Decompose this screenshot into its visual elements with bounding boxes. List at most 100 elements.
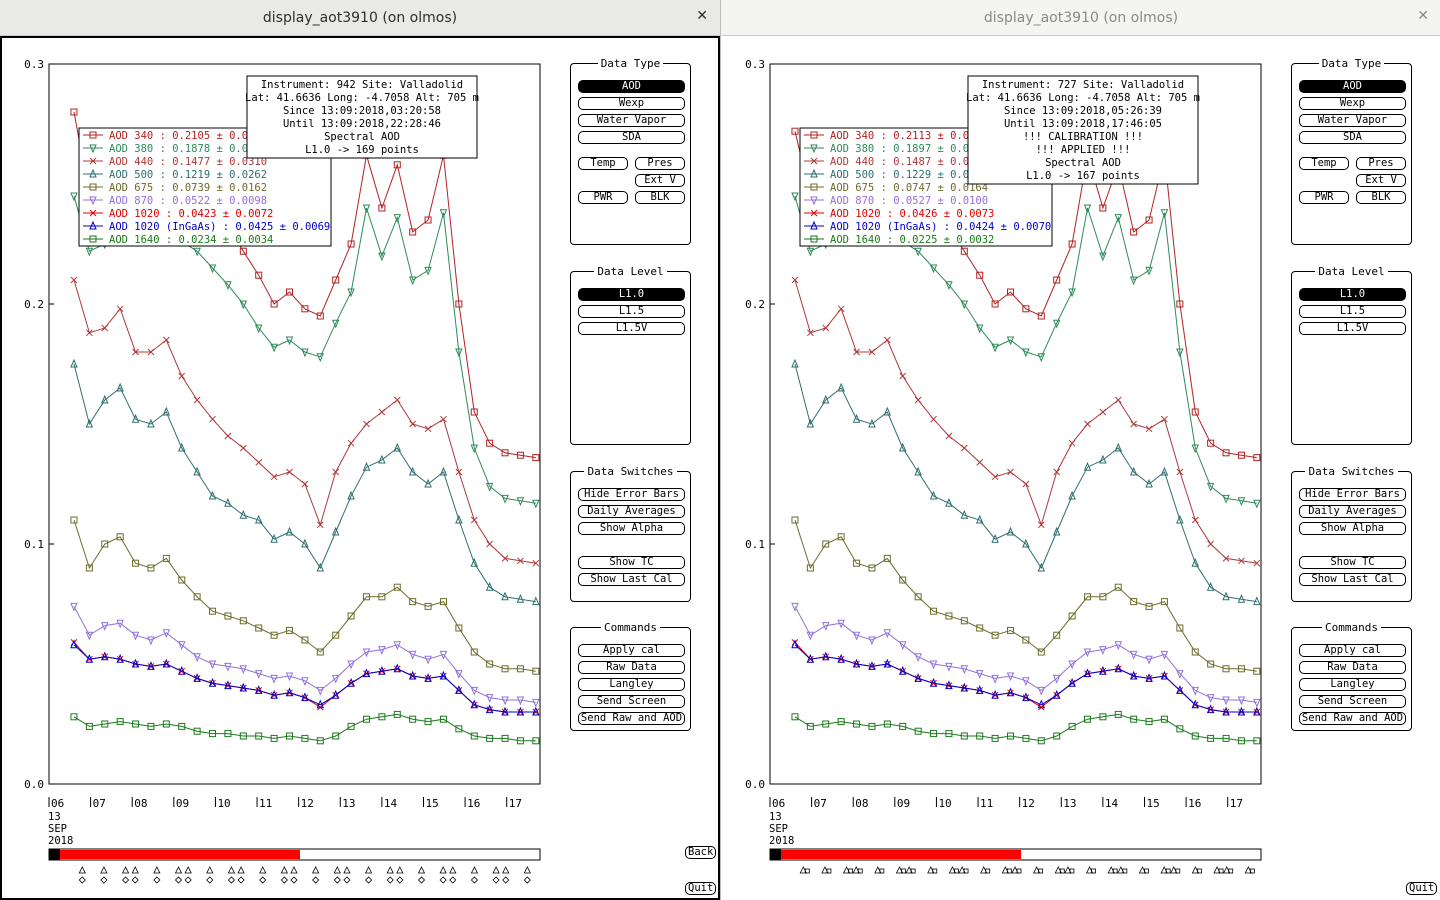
show-tc-button[interactable]: Show TC [1299,556,1406,569]
titlebar[interactable]: display_aot3910 (on olmos) ✕ [721,0,1440,36]
temp-button[interactable]: Temp [1299,157,1349,170]
langley-button[interactable]: Langley [1299,678,1406,691]
back-button[interactable]: Back [685,846,717,859]
panel-title-text: Commands [601,621,660,634]
show-last-cal-button[interactable]: Show Last Cal [1299,573,1406,586]
hide-error-bars-button[interactable]: Hide Error Bars [1299,488,1406,501]
series-line [73,713,536,742]
temp-button[interactable]: Temp [578,157,628,170]
data-point [914,247,922,257]
data-point [976,271,984,279]
l1-5-button[interactable]: L1.5 [1299,305,1406,318]
data-point [177,665,186,675]
data-point [1206,581,1215,591]
l1-0-button[interactable]: L1.0 [578,288,685,301]
data-point [1083,593,1091,601]
l1-5-button[interactable]: L1.5 [578,305,685,318]
send-screen-button[interactable]: Send Screen [1299,695,1406,708]
langley-button[interactable]: Langley [578,678,685,691]
l1-5v-button[interactable]: L1.5V [1299,322,1406,335]
data-point [501,734,509,742]
show-last-cal-button[interactable]: Show Last Cal [578,573,685,586]
data-point [945,432,953,440]
measurement-marker [184,866,192,884]
close-icon[interactable]: ✕ [1417,8,1429,24]
data-point [301,480,309,488]
blk-button[interactable]: BLK [1356,191,1406,204]
series-aod-1020-ingaas [70,639,540,716]
progress-bar[interactable] [769,848,1262,861]
close-icon[interactable]: ✕ [696,8,708,24]
data-point [193,466,201,476]
data-point [1068,660,1076,670]
water-vapor-button[interactable]: Water Vapor [578,114,685,127]
data-point [914,593,922,601]
pwr-button[interactable]: PWR [1299,191,1349,204]
aod-button[interactable]: AOD [578,80,685,93]
wexp-button[interactable]: Wexp [578,97,685,110]
sda-button[interactable]: SDA [1299,131,1406,144]
pwr-button[interactable]: PWR [578,191,628,204]
raw-data-button[interactable]: Raw Data [578,661,685,674]
send-raw-and-aod-button[interactable]: Send Raw and AOD [1299,712,1406,725]
measurement-marker [206,866,214,884]
blk-button[interactable]: BLK [635,191,685,204]
l1-0-button[interactable]: L1.0 [1299,288,1406,301]
data-point [393,641,402,651]
data-point [440,415,447,423]
measurement-marker [1054,866,1065,874]
data-point [1191,444,1200,454]
measurement-marker [842,866,853,874]
data-point [270,689,278,699]
raw-data-button[interactable]: Raw Data [1299,661,1406,674]
data-point [975,324,984,334]
apply-cal-button[interactable]: Apply cal [578,644,685,657]
hide-error-bars-button[interactable]: Hide Error Bars [578,488,685,501]
show-alpha-button[interactable]: Show Alpha [578,522,685,535]
data-point [1176,670,1184,679]
x-tick-label: 14 [384,797,398,810]
show-alpha-button[interactable]: Show Alpha [1299,522,1406,535]
data-point [470,408,478,416]
progress-bar[interactable] [48,848,541,861]
data-point [975,670,984,679]
data-point [1022,348,1030,358]
measurement-marker [396,866,404,884]
measurement-marker [343,866,351,884]
aod-button[interactable]: AOD [1299,80,1406,93]
daily-averages-button[interactable]: Daily Averages [1299,505,1406,518]
show-tc-button[interactable]: Show TC [578,556,685,569]
data-point [929,264,938,274]
x-tick-label: 15 [425,797,438,810]
l1-5v-button[interactable]: L1.5V [578,322,685,335]
sda-button[interactable]: SDA [578,131,685,144]
data-point [193,593,201,601]
pres-button[interactable]: Pres [1356,157,1406,170]
quit-button[interactable]: Quit [685,882,717,895]
measurement-marker [290,866,298,884]
daily-averages-button[interactable]: Daily Averages [578,505,685,518]
apply-cal-button[interactable]: Apply cal [1299,644,1406,657]
data-point [209,730,217,738]
send-raw-and-aod-button[interactable]: Send Raw and AOD [578,712,685,725]
data-point [101,540,109,548]
data-point [1145,425,1153,433]
x-date-label: 13 [769,811,782,823]
ext-v-button[interactable]: Ext V [1356,174,1406,187]
quit-button[interactable]: Quit [1406,882,1438,895]
legend-label: AOD 500 : 0.1219 ± 0.0262 [109,169,267,181]
info-line: Instrument: 942 Site: Valladolid [261,79,463,91]
series-line [73,642,536,713]
data-point [1068,612,1076,620]
water-vapor-button[interactable]: Water Vapor [1299,114,1406,127]
data-point [1222,734,1230,742]
data-point [424,425,432,433]
wexp-button[interactable]: Wexp [1299,97,1406,110]
send-screen-button[interactable]: Send Screen [578,695,685,708]
data-point [1191,648,1199,656]
titlebar[interactable]: display_aot3910 (on olmos) ✕ [0,0,720,36]
ext-v-button[interactable]: Ext V [635,174,685,187]
measurement-marker [927,866,938,874]
pres-button[interactable]: Pres [635,157,685,170]
data-point [1083,648,1092,658]
